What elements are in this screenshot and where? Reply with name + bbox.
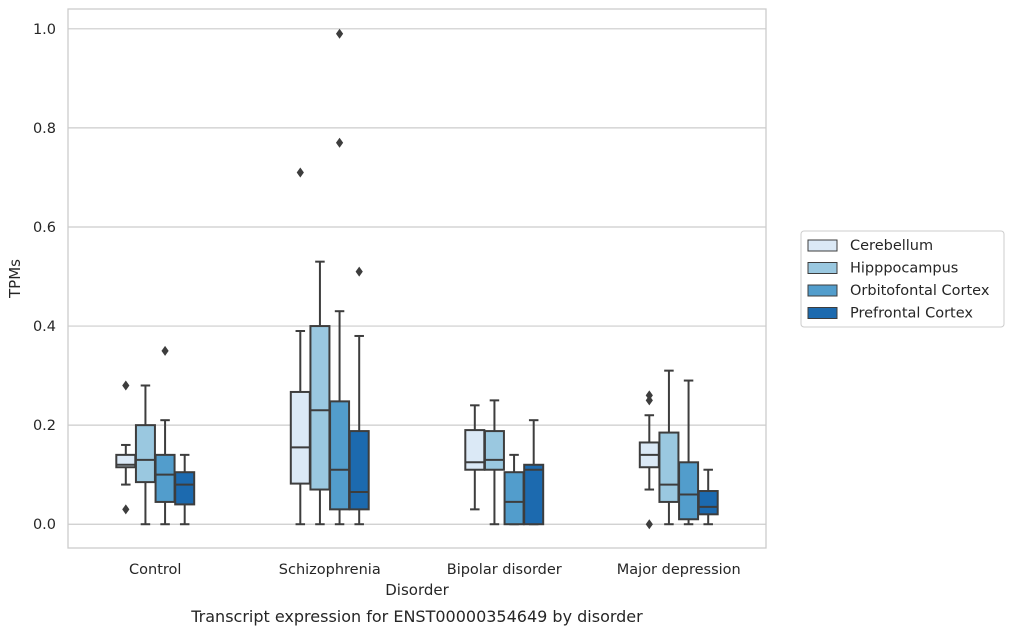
y-tick-labels: 0.0 0.2 0.4 0.6 0.8 1.0 (33, 22, 56, 533)
plot-frame (67, 8, 767, 549)
legend-label: Orbitofontal Cortex (850, 283, 990, 299)
box-iqr (464, 429, 486, 471)
box-iqr (483, 430, 505, 471)
x-tick-label: Schizophrenia (279, 562, 381, 578)
legend-label: Cerebellum (850, 238, 933, 254)
y-tick-label: 0.4 (33, 319, 56, 335)
legend-label: Hipppocampus (850, 261, 958, 277)
box-0-2 (154, 345, 176, 526)
box-2-2 (503, 453, 525, 526)
box-iqr (134, 424, 156, 484)
y-tick-label: 0.8 (33, 121, 56, 137)
x-tick-label: Control (129, 562, 181, 578)
outlier-point (335, 137, 344, 148)
box-1-1 (309, 260, 331, 526)
x-tick-label: Bipolar disorder (447, 562, 562, 578)
legend-frame (800, 230, 1005, 328)
outlier-point (645, 390, 653, 401)
box-iqr (658, 431, 680, 503)
box-iqr (503, 471, 525, 526)
legend-swatch (807, 239, 838, 252)
legend-label: Prefrontal Cortex (850, 306, 973, 322)
legend-swatch (807, 307, 838, 319)
box-0-0 (115, 380, 137, 515)
outlier-point (122, 380, 130, 391)
legend: Cerebellum Hipppocampus Orbitofontal Corte… (800, 230, 1005, 328)
boxes (115, 28, 719, 530)
outlier-point (355, 266, 363, 277)
outlier-point (645, 519, 653, 530)
box-iqr (348, 430, 370, 511)
box-1-3 (348, 266, 370, 526)
box-0-1 (134, 384, 156, 526)
box-3-2 (678, 379, 700, 526)
box-iqr (697, 490, 719, 516)
box-2-0 (464, 404, 486, 511)
box-0-3 (174, 453, 196, 526)
y-axis-title: TPMs (6, 259, 24, 299)
box-iqr (678, 461, 700, 521)
legend-swatch (807, 262, 838, 274)
box-3-3 (697, 468, 719, 526)
figure-caption: Transcript expression for ENST0000035464… (190, 607, 643, 626)
box-1-0 (289, 167, 311, 526)
box-iqr (154, 453, 176, 503)
box-iqr (523, 463, 545, 526)
box-iqr (309, 325, 331, 491)
outlier-point (122, 504, 130, 515)
box-3-1 (658, 369, 680, 526)
box-1-2 (329, 28, 351, 526)
box-iqr (174, 471, 196, 506)
outlier-point (296, 167, 304, 178)
x-tick-labels: Control Schizophrenia Bipolar disorder Majo… (129, 562, 741, 578)
box-iqr (329, 400, 351, 511)
box-2-1 (483, 399, 505, 526)
outlier-point (161, 345, 169, 356)
y-tick-label: 0.0 (33, 517, 56, 533)
y-tick-label: 0.6 (33, 220, 56, 236)
box-3-0 (638, 390, 660, 530)
outlier-point (335, 28, 344, 39)
x-tick-label: Major depression (617, 562, 741, 578)
x-axis-title: Disorder (385, 581, 449, 599)
box-iqr (289, 390, 311, 485)
y-tick-label: 1.0 (33, 22, 56, 38)
box-2-3 (523, 419, 545, 526)
legend-swatch (807, 284, 838, 297)
y-tick-label: 0.2 (33, 418, 56, 434)
